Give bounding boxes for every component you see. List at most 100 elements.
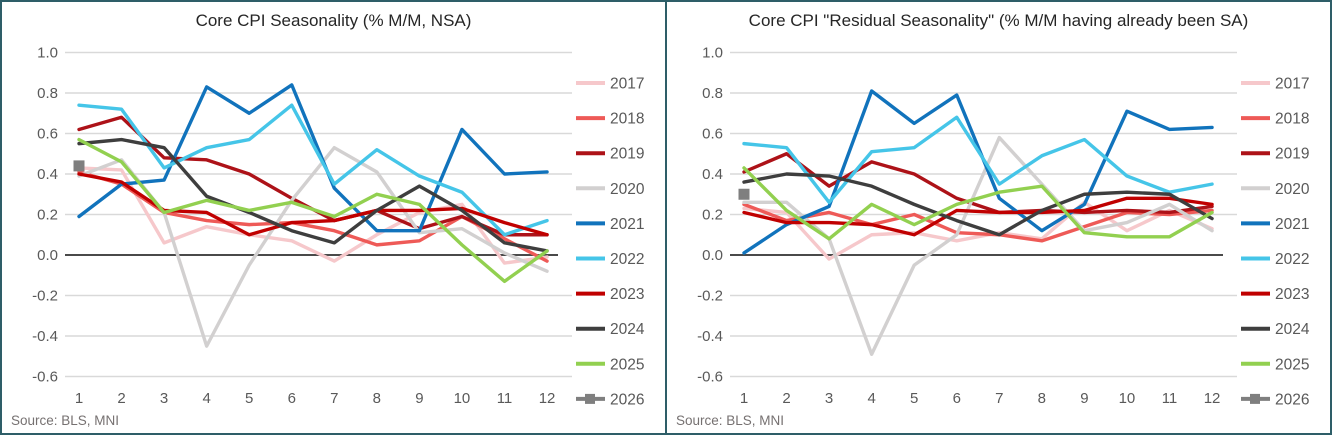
series-line-2020	[77, 145, 549, 348]
x-axis-labels: 1 2 3 4 5 6 7 8 9 10 11 12	[740, 390, 1221, 407]
x-tick-label: 7	[995, 390, 1003, 407]
legend-label: 2019	[1275, 146, 1309, 163]
x-tick-label: 2	[782, 390, 790, 407]
legend-item-2019: 2019	[576, 146, 644, 163]
y-tick-label: -0.2	[697, 288, 723, 305]
y-tick-label: 0.8	[37, 85, 58, 102]
legend-label: 2019	[610, 146, 644, 163]
y-tick-label: -0.4	[697, 328, 723, 345]
y-tick-label: 0.6	[37, 126, 58, 143]
chart-panel-nsa-seasonality: Core CPI Seasonality (% M/M, NSA) 1.0 0.8…	[0, 0, 667, 435]
x-tick-label: 11	[1162, 390, 1178, 407]
legend-item-2023: 2023	[576, 286, 644, 303]
legend-label: 2024	[610, 321, 645, 338]
legend-item-2020: 2020	[1241, 181, 1310, 198]
y-tick-label: -0.2	[32, 288, 58, 305]
legend-item-2018: 2018	[576, 111, 644, 128]
line-chart-svg: 1.00.80.60.40.20.0-0.2-0.4-0.61 2 3 4 5 6 7 8 9 1…	[32, 45, 645, 409]
legend-item-2024: 2024	[576, 321, 645, 338]
x-tick-label: 8	[1038, 390, 1046, 407]
chart-legend: 2017 2018 2019 2020 2021 2022 2023 2024 2025 2026	[576, 76, 645, 408]
y-axis-labels: 1.0 0.8 0.6 0.4 0.2 0.0 -0.2 -0.4 -0.6	[32, 45, 58, 386]
legend-label: 2017	[610, 76, 644, 93]
x-tick-label: 11	[497, 390, 513, 407]
series-line-2025	[742, 166, 1214, 241]
x-tick-label: 10	[454, 390, 471, 407]
legend-item-2022: 2022	[1241, 251, 1309, 268]
y-tick-label: 0.0	[37, 247, 58, 264]
legend-label: 2022	[610, 251, 644, 268]
y-tick-label: 0.6	[702, 126, 723, 143]
legend-item-2021: 2021	[1241, 216, 1309, 233]
x-tick-label: 1	[75, 390, 83, 407]
source-note: Source: BLS, MNI	[676, 413, 785, 428]
series-line-2025	[77, 137, 549, 284]
series-line-2017	[742, 200, 1214, 261]
x-tick-label: 9	[1080, 390, 1088, 407]
chart-legend: 2017 2018 2019 2020 2021 2022 2023 2024 2025 2026	[1241, 76, 1310, 408]
legend-label: 2018	[1275, 111, 1309, 128]
gridlines	[730, 51, 1237, 378]
series-line-2021	[742, 89, 1214, 255]
legend-label: 2024	[1275, 321, 1310, 338]
legend-label: 2021	[610, 216, 644, 233]
series-line-2022	[77, 103, 549, 237]
y-axis-labels: 1.0 0.8 0.6 0.4 0.2 0.0 -0.2 -0.4 -0.6	[697, 45, 723, 386]
y-tick-label: 0.4	[37, 166, 58, 183]
series-lines	[738, 89, 1214, 356]
legend-label: 2020	[1275, 181, 1310, 198]
series-line-2022	[742, 115, 1214, 205]
legend-label: 2026	[1275, 391, 1309, 408]
legend-label: 2023	[1275, 286, 1309, 303]
legend-item-2026: 2026	[576, 391, 644, 408]
x-tick-label: 2	[117, 390, 125, 407]
legend-label: 2022	[1275, 251, 1309, 268]
legend-label: 2025	[1275, 356, 1309, 373]
x-tick-label: 12	[539, 390, 556, 407]
x-tick-label: 4	[867, 390, 875, 407]
x-tick-label: 6	[288, 390, 296, 407]
y-tick-label: 0.4	[702, 166, 723, 183]
series-marker-2026	[73, 160, 85, 172]
gridlines	[65, 51, 572, 378]
legend-item-2023: 2023	[1241, 286, 1309, 303]
series-line-2024	[742, 172, 1214, 237]
legend-item-2021: 2021	[576, 216, 644, 233]
y-tick-label: 1.0	[702, 45, 723, 62]
legend-label: 2025	[610, 356, 644, 373]
series-line-2020	[742, 135, 1214, 356]
legend-item-2024: 2024	[1241, 321, 1310, 338]
legend-label: 2018	[610, 111, 644, 128]
legend-item-2018: 2018	[1241, 111, 1309, 128]
x-tick-label: 4	[202, 390, 210, 407]
y-tick-label: 1.0	[37, 45, 58, 62]
series-marker-2026	[738, 188, 750, 200]
y-tick-label: 0.2	[37, 207, 58, 224]
y-tick-label: -0.4	[32, 328, 58, 345]
y-tick-label: 0.8	[702, 85, 723, 102]
x-tick-label: 7	[330, 390, 338, 407]
y-tick-label: -0.6	[32, 369, 58, 386]
legend-item-2022: 2022	[576, 251, 644, 268]
x-tick-label: 9	[415, 390, 423, 407]
legend-item-2019: 2019	[1241, 146, 1309, 163]
series-line-2023	[742, 196, 1214, 237]
line-chart-svg: 1.00.80.60.40.20.0-0.2-0.4-0.61 2 3 4 5 6 7 8 9 1…	[697, 45, 1310, 409]
chart-title: Core CPI "Residual Seasonality" (% M/M h…	[748, 11, 1249, 30]
x-tick-label: 8	[373, 390, 381, 407]
series-line-2019	[742, 152, 1214, 215]
y-tick-label: 0.2	[702, 207, 723, 224]
legend-label: 2017	[1275, 76, 1309, 93]
y-tick-label: -0.6	[697, 369, 723, 386]
x-tick-label: 6	[953, 390, 961, 407]
x-tick-label: 3	[825, 390, 833, 407]
x-tick-label: 5	[910, 390, 918, 407]
chart-title: Core CPI Seasonality (% M/M, NSA)	[195, 11, 472, 30]
series-line-2024	[77, 137, 549, 253]
legend-item-2025: 2025	[1241, 356, 1309, 373]
x-axis-labels: 1 2 3 4 5 6 7 8 9 10 11 12	[75, 390, 556, 407]
x-tick-label: 5	[245, 390, 253, 407]
x-tick-label: 12	[1204, 390, 1221, 407]
series-lines	[73, 83, 549, 348]
legend-item-2025: 2025	[576, 356, 644, 373]
